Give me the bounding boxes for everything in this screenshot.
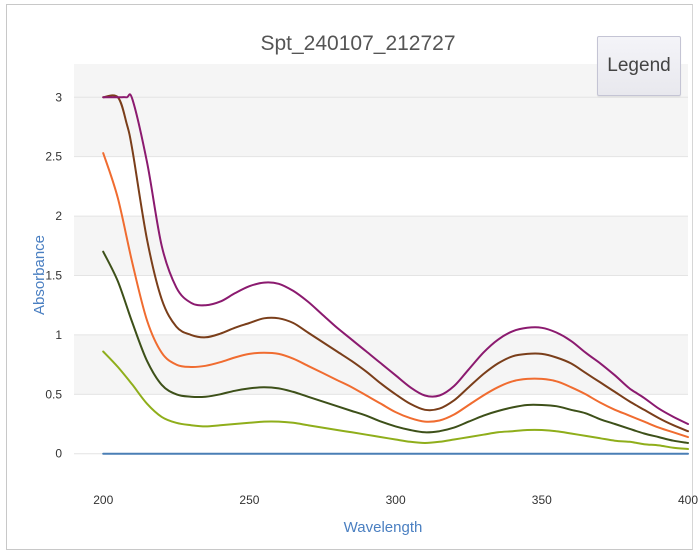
y-tick-labels: 0 0.5 1 1.5 2 2.5 3 [45,90,62,460]
chart-title: Spt_240107_212727 [260,32,455,55]
x-tick-label: 350 [532,493,552,507]
series-line-6 [102,93,689,425]
y-tick-label: 3 [55,90,62,104]
series-line-4 [102,152,689,439]
series-line-3 [102,250,689,444]
x-tick-labels: 200 250 300 350 400 [93,493,698,507]
background-bands [74,64,688,395]
y-tick-label: 0 [55,447,62,461]
x-tick-label: 200 [93,493,113,507]
series-line-2 [102,350,689,450]
y-tick-label: 1 [55,328,62,342]
x-tick-label: 250 [239,493,259,507]
band-5 [74,97,688,157]
y-axis-title: Absorbance [31,235,48,315]
legend-button[interactable]: Legend [597,36,681,96]
band-3 [74,216,688,276]
series-lines [102,93,689,455]
band-top [74,64,688,98]
y-tick-label: 2.5 [45,150,62,164]
y-tick-label: 2 [55,209,62,223]
y-tick-label: 0.5 [45,387,62,401]
x-tick-label: 400 [678,493,698,507]
y-tick-label: 1.5 [45,269,62,283]
x-axis-title: Wavelength [344,519,423,536]
x-tick-label: 300 [386,493,406,507]
series-line-5 [102,94,689,433]
